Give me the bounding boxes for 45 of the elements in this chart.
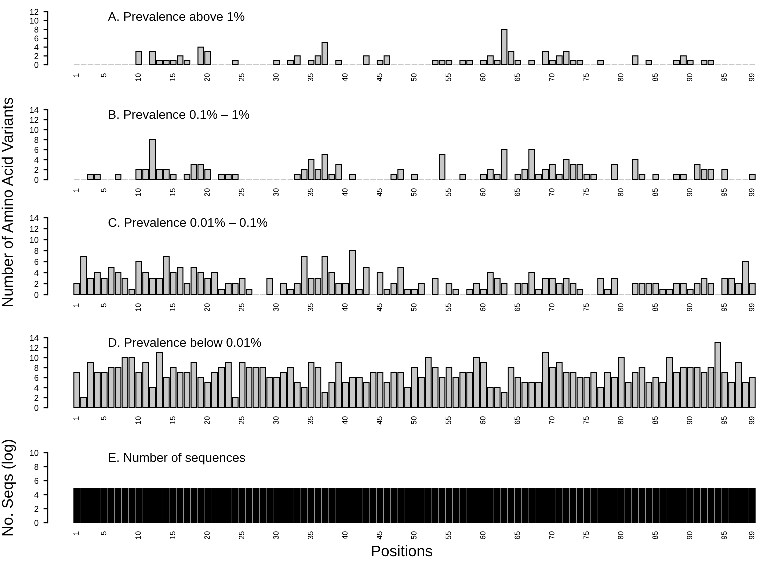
chart-title: B. Prevalence 0.1% – 1% <box>109 110 250 120</box>
y-tick-label: 4 <box>34 270 39 276</box>
y-tick-label: 10 <box>30 355 39 362</box>
y-tick-label: 6 <box>34 478 39 484</box>
y-tick-label: 8 <box>34 137 39 144</box>
y-tick-label: 10 <box>30 450 39 456</box>
chart-title: E. Number of sequences <box>109 453 246 465</box>
y-tick-label: 2 <box>34 53 39 60</box>
y-tick-label: 6 <box>34 147 39 154</box>
y-tick-label: 4 <box>34 385 39 392</box>
y-tick-label: 14 <box>30 335 39 342</box>
y-tick-label: 4 <box>34 157 39 164</box>
y-tick-label: 12 <box>30 226 39 232</box>
y-tick-label: 8 <box>34 464 39 470</box>
y-tick-label: 10 <box>30 127 39 134</box>
chart-title: C. Prevalence 0.01% – 0.1% <box>108 218 268 228</box>
y-axis-title: No. Seqs (log) <box>2 440 16 536</box>
y-tick-label: 10 <box>30 237 39 244</box>
y-tick-label: 6 <box>34 375 39 382</box>
y-tick-label: 4 <box>34 492 39 498</box>
y-tick-label: 2 <box>34 167 39 174</box>
y-tick-label: 12 <box>30 345 39 352</box>
chart-title: D. Prevalence below 0.01% <box>109 338 262 348</box>
y-tick-label: 10 <box>30 18 39 24</box>
y-tick-label: 12 <box>30 9 39 16</box>
y-tick-label: 0 <box>34 292 39 298</box>
x-axis-title: Positions <box>372 545 432 557</box>
y-tick-label: 6 <box>34 36 39 42</box>
y-tick-label: 4 <box>34 44 39 50</box>
y-tick-label: 2 <box>34 281 39 288</box>
y-tick-label: 12 <box>30 117 39 124</box>
y-tick-label: 0 <box>34 405 39 412</box>
y-tick-label: 8 <box>34 248 39 254</box>
y-tick-label: 14 <box>30 215 39 222</box>
y-tick-label: 2 <box>34 395 39 402</box>
y-tick-label: 0 <box>34 177 39 184</box>
y-tick-label: 2 <box>34 506 39 512</box>
chart-title: A. Prevalence above 1% <box>108 12 245 22</box>
y-tick-label: 0 <box>34 62 39 68</box>
y-tick-label: 14 <box>30 107 39 114</box>
y-tick-label: 8 <box>34 26 39 33</box>
y-tick-label: 0 <box>34 520 39 526</box>
y-tick-label: 6 <box>34 259 39 266</box>
y-axis-title: Number of Amino Acid Variants <box>2 98 14 306</box>
y-tick-label: 8 <box>34 365 39 372</box>
